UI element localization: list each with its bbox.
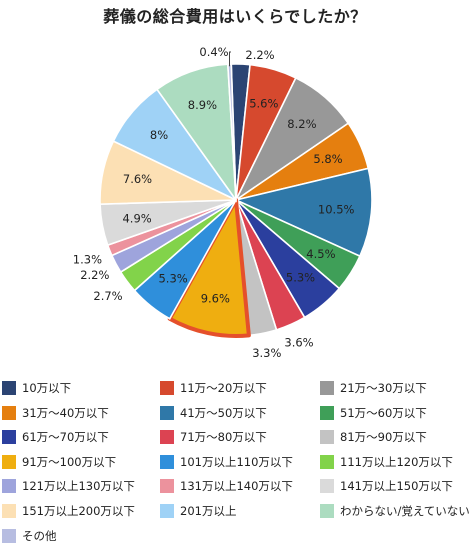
legend-item: 151万以上200万以下 bbox=[2, 502, 135, 520]
pie-value-label: 2.2% bbox=[80, 268, 109, 282]
legend-swatch bbox=[320, 504, 334, 518]
legend-swatch bbox=[320, 405, 334, 420]
legend-label: 10万以下 bbox=[22, 381, 72, 395]
legend-item: 31万〜40万以下 bbox=[2, 404, 109, 422]
legend-label: 31万〜40万以下 bbox=[22, 405, 109, 420]
legend-label: 91万〜100万以下 bbox=[22, 454, 117, 469]
legend-item: わからない/覚えていない bbox=[320, 502, 470, 520]
pie-value-labels: 2.2% 5.6% 8.2% 5.8% 10.5% 4.5% 5.3% 3.6%3.3% 9.6… bbox=[73, 45, 355, 360]
pie-value-label: 5.3% bbox=[158, 272, 187, 286]
pie-value-label: 2.2% bbox=[245, 48, 274, 62]
legend-swatch bbox=[320, 454, 334, 469]
legend-swatch bbox=[320, 381, 334, 395]
pie-slice-highlight bbox=[167, 198, 251, 338]
legend-item: 131万以上140万以下 bbox=[160, 477, 293, 495]
pie-value-label: 7.6% bbox=[123, 172, 152, 186]
legend-item: 51万〜60万以下 bbox=[320, 404, 427, 422]
legend-swatch bbox=[2, 528, 16, 543]
legend-label: 201万以上 bbox=[180, 504, 237, 518]
pie-value-label: 8% bbox=[150, 128, 168, 142]
legend-item: 91万〜100万以下 bbox=[2, 453, 116, 471]
pie-value-label: 3.3% bbox=[252, 346, 281, 360]
legend-swatch bbox=[320, 479, 334, 494]
pie-value-label: 8.2% bbox=[287, 117, 316, 131]
legend-swatch bbox=[160, 381, 174, 395]
legend-label: 21万〜30万以下 bbox=[340, 381, 427, 395]
legend-label: 121万以上130万以下 bbox=[22, 479, 135, 494]
legend-swatch bbox=[2, 504, 16, 518]
pie-value-label: 10.5% bbox=[318, 203, 355, 217]
legend-item: 61万〜70万以下 bbox=[2, 428, 109, 446]
legend-swatch bbox=[2, 430, 16, 445]
legend-item: 81万〜90万以下 bbox=[320, 428, 427, 446]
pie-value-label: 8.9% bbox=[188, 98, 217, 112]
legend-label: 111万以上120万以下 bbox=[340, 454, 453, 469]
pie-value-label: 9.6% bbox=[201, 292, 230, 306]
legend-label: 131万以上140万以下 bbox=[180, 479, 293, 494]
legend-swatch bbox=[2, 405, 16, 420]
pie-value-label: 3.6% bbox=[284, 336, 313, 350]
pie-value-label: 2.7% bbox=[93, 289, 122, 303]
legend-swatch bbox=[2, 454, 16, 469]
legend-swatch bbox=[160, 504, 174, 518]
legend-item: 121万以上130万以下 bbox=[2, 477, 135, 495]
pie-value-label: 4.9% bbox=[122, 212, 151, 226]
legend-item: 41万〜50万以下 bbox=[160, 404, 267, 422]
legend-swatch bbox=[160, 405, 174, 420]
legend-label: 71万〜80万以下 bbox=[180, 430, 267, 445]
pie-value-label: 5.8% bbox=[313, 152, 342, 166]
legend-item: 71万〜80万以下 bbox=[160, 428, 267, 446]
pie-slice bbox=[233, 167, 373, 258]
legend-label: 81万〜90万以下 bbox=[340, 430, 427, 445]
pie-value-label: 1.3% bbox=[73, 252, 102, 266]
pie-slices bbox=[99, 63, 373, 338]
legend-label: 41万〜50万以下 bbox=[180, 405, 267, 420]
pie-value-label: 5.3% bbox=[286, 270, 315, 284]
legend-item: 111万以上120万以下 bbox=[320, 453, 453, 471]
legend-label: 61万〜70万以下 bbox=[22, 430, 109, 445]
legend-label: 141万以上150万以下 bbox=[340, 479, 453, 494]
leader-line bbox=[229, 51, 231, 67]
legend-label: その他 bbox=[22, 528, 57, 543]
legend-label: 101万以上110万以下 bbox=[180, 454, 293, 469]
pie-chart: 2.2% 5.6% 8.2% 5.8% 10.5% 4.5% 5.3% 3.6%3.3% 9.6… bbox=[73, 45, 373, 360]
legend-swatch bbox=[160, 479, 174, 494]
legend-label: 51万〜60万以下 bbox=[340, 405, 427, 420]
legend-item: その他 bbox=[2, 527, 57, 545]
legend-item: 21万〜30万以下 bbox=[320, 379, 427, 397]
legend-item: 201万以上 bbox=[160, 502, 236, 520]
chart-legend: 10万以下 11万〜20万以下 21万〜30万以下 31万〜40万以下 41万〜50万以… bbox=[0, 373, 470, 549]
legend-swatch bbox=[160, 430, 174, 445]
legend-label: わからない/覚えていない bbox=[340, 504, 470, 518]
legend-item: 11万〜20万以下 bbox=[160, 379, 267, 397]
legend-swatch bbox=[2, 381, 16, 395]
legend-item: 141万以上150万以下 bbox=[320, 477, 453, 495]
legend-swatch bbox=[160, 454, 174, 469]
pie-value-label: 0.4% bbox=[199, 45, 228, 59]
legend-label: 151万以上200万以下 bbox=[22, 504, 135, 518]
pie-value-label: 5.6% bbox=[249, 96, 278, 110]
legend-swatch bbox=[2, 479, 16, 494]
legend-item: 10万以下 bbox=[2, 379, 71, 397]
chart-title: 葬儀の総合費用はいくらでしたか？ bbox=[103, 7, 367, 26]
pie-value-label: 4.5% bbox=[306, 247, 335, 261]
legend-label: 11万〜20万以下 bbox=[180, 381, 267, 395]
legend-item: 101万以上110万以下 bbox=[160, 453, 293, 471]
legend-swatch bbox=[320, 430, 334, 445]
